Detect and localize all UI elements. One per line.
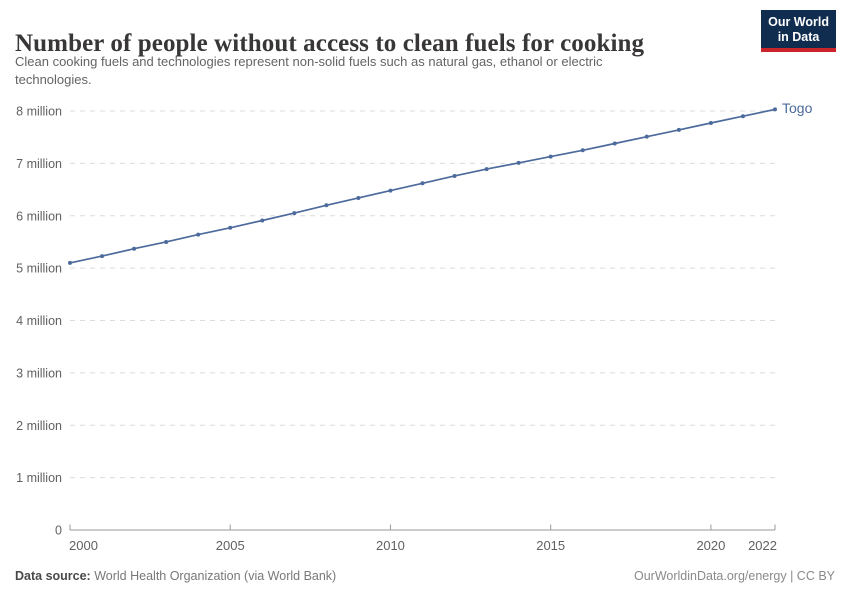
data-point bbox=[548, 154, 553, 159]
data-point bbox=[132, 246, 137, 251]
data-point bbox=[740, 114, 745, 119]
series-entity-label[interactable]: Togo bbox=[782, 100, 813, 117]
data-point bbox=[644, 134, 649, 139]
y-tick-label: 6 million bbox=[16, 209, 62, 223]
data-point bbox=[324, 203, 329, 208]
x-tick-label: 2010 bbox=[376, 538, 405, 553]
data-point bbox=[452, 173, 457, 178]
data-point bbox=[676, 127, 681, 132]
data-point bbox=[260, 218, 265, 223]
y-tick-label: 1 million bbox=[16, 471, 62, 485]
y-tick-label: 0 bbox=[55, 524, 62, 538]
y-tick-label: 8 million bbox=[16, 105, 62, 119]
owid-logo-line-2: in Data bbox=[777, 30, 820, 44]
data-point bbox=[612, 141, 617, 146]
x-tick-label: 2005 bbox=[216, 538, 245, 553]
data-point bbox=[388, 188, 393, 193]
data-point bbox=[196, 232, 201, 237]
y-tick-label: 2 million bbox=[16, 419, 62, 433]
data-point bbox=[68, 260, 72, 265]
x-tick-label: 2022 bbox=[748, 538, 777, 553]
x-tick-label: 2000 bbox=[69, 538, 98, 553]
data-point bbox=[356, 195, 361, 200]
y-tick-label: 3 million bbox=[16, 366, 62, 380]
x-tick-label: 2015 bbox=[536, 538, 565, 553]
data-point bbox=[228, 225, 233, 230]
y-tick-label: 4 million bbox=[16, 314, 62, 328]
data-point bbox=[100, 254, 105, 259]
owid-logo: Our World in Data bbox=[761, 10, 836, 52]
data-point bbox=[420, 181, 425, 186]
data-source-note: Data source: World Health Organization (… bbox=[15, 569, 336, 583]
data-point bbox=[292, 211, 297, 216]
data-point bbox=[516, 160, 521, 165]
y-tick-label: 5 million bbox=[16, 262, 62, 276]
y-tick-label: 7 million bbox=[16, 157, 62, 171]
chart-footer: Data source: World Health Organization (… bbox=[15, 569, 835, 583]
chart-title: Number of people without access to clean… bbox=[15, 29, 645, 57]
data-source-label: Data source: bbox=[15, 569, 91, 583]
x-tick-label: 2020 bbox=[696, 538, 725, 553]
chart-subtitle-line-2: technologies. bbox=[15, 71, 92, 87]
data-point bbox=[580, 148, 585, 153]
series-line-togo bbox=[69, 108, 776, 264]
data-source-value: World Health Organization (via World Ban… bbox=[94, 569, 337, 583]
data-point bbox=[164, 239, 169, 244]
data-point bbox=[773, 107, 777, 112]
data-point bbox=[484, 167, 489, 172]
owid-logo-line-1: Our World bbox=[768, 15, 829, 29]
chart-subtitle: Clean cooking fuels and technologies rep… bbox=[15, 53, 603, 88]
chart-subtitle-line-1: Clean cooking fuels and technologies rep… bbox=[15, 54, 603, 69]
license-link[interactable]: OurWorldinData.org/energy | CC BY bbox=[633, 569, 835, 583]
data-point bbox=[708, 121, 713, 126]
